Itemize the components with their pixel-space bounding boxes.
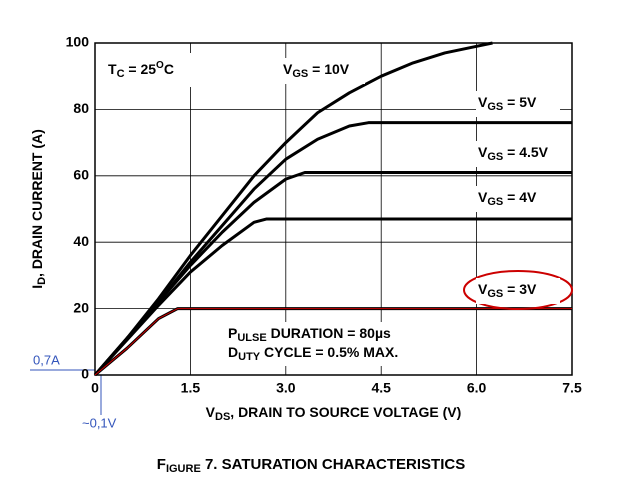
- x-tick-label: 1.5: [181, 380, 201, 396]
- label-bg: [281, 58, 365, 84]
- highlight-ellipse: [463, 270, 573, 310]
- series-label: VGS = 4V: [478, 189, 537, 208]
- y-axis-label: ID, DRAIN CURRENT (A): [29, 129, 48, 289]
- y-tick-label: 20: [73, 299, 89, 315]
- x-tick-label: 0: [91, 380, 99, 396]
- series-line: [93, 217, 572, 377]
- annotation: DUTY CYCLE = 0.5% MAX.: [228, 344, 398, 363]
- label-bg: [476, 186, 560, 212]
- annotation: 0,7A: [33, 352, 60, 367]
- x-tick-label: 4.5: [371, 380, 391, 396]
- x-axis-label: VDS, DRAIN TO SOURCE VOLTAGE (V): [206, 404, 462, 423]
- y-tick-label: 100: [66, 34, 90, 50]
- y-tick-label: 60: [73, 167, 89, 183]
- caption: FIGURE 7. SATURATION CHARACTERISTICS: [157, 456, 465, 475]
- label-bg: [476, 91, 560, 117]
- series-line: [93, 41, 493, 376]
- series-label: VGS = 10V: [283, 61, 350, 80]
- annotation-bg: [100, 53, 200, 87]
- plot-frame: [94, 42, 573, 376]
- annotation-bg: [218, 322, 448, 366]
- series-highlight: [94, 308, 572, 376]
- series-label: VGS = 3V: [478, 281, 537, 300]
- series-label: VGS = 5V: [478, 94, 537, 113]
- x-tick-label: 7.5: [562, 380, 582, 396]
- label-bg: [476, 141, 570, 167]
- annotation: ~0,1V: [82, 415, 117, 430]
- y-tick-label: 40: [73, 233, 89, 249]
- y-tick-label: 0: [81, 366, 89, 382]
- y-tick-label: 80: [73, 100, 89, 116]
- x-tick-label: 6.0: [467, 380, 487, 396]
- series-label: VGS = 4.5V: [478, 144, 549, 163]
- x-tick-label: 3.0: [276, 380, 296, 396]
- label-bg: [476, 278, 560, 304]
- annotation: TC = 25OC: [108, 60, 174, 80]
- series-line: [93, 170, 572, 376]
- annotation: PULSE DURATION = 80µs: [228, 325, 391, 344]
